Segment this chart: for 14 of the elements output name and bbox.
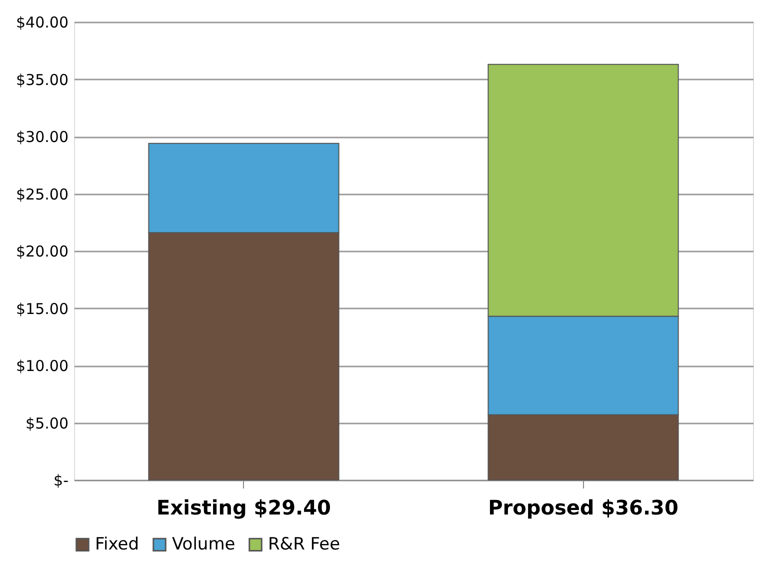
y-tick-label: $30.00 (16, 128, 68, 146)
y-tick-label: $35.00 (16, 70, 68, 89)
legend-label: R&R Fee (268, 534, 340, 555)
x-tick-label: Existing $29.40 (156, 496, 331, 520)
y-tick-label: $25.00 (16, 185, 68, 204)
x-tick-label: Proposed $36.30 (488, 496, 678, 520)
y-tick-label: $- (54, 472, 68, 490)
legend-label: Volume (172, 534, 236, 555)
legend-label: Fixed (95, 534, 140, 555)
y-tick-label: $5.00 (26, 414, 68, 432)
y-tick-label: $40.00 (16, 14, 68, 32)
y-tick-label: $10.00 (16, 357, 68, 375)
y-tick-label: $15.00 (16, 300, 68, 318)
y-tick-label: $20.00 (16, 242, 68, 260)
